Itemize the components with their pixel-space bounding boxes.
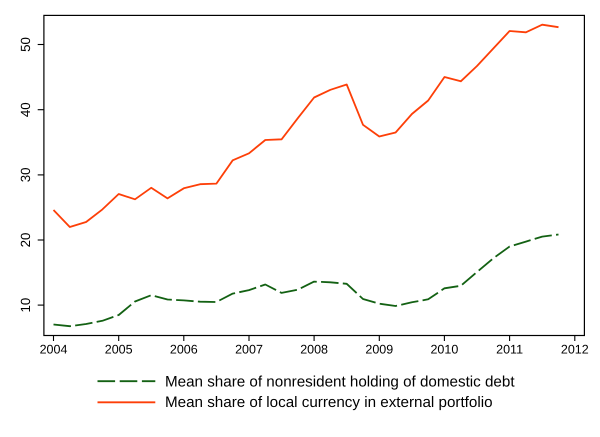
svg-text:2005: 2005: [105, 342, 133, 356]
svg-text:50: 50: [18, 37, 33, 52]
svg-text:2008: 2008: [300, 342, 328, 356]
svg-text:2010: 2010: [430, 342, 458, 356]
svg-text:2009: 2009: [365, 342, 393, 356]
svg-text:20: 20: [18, 233, 33, 248]
svg-text:2006: 2006: [170, 342, 198, 356]
svg-text:2004: 2004: [40, 342, 68, 356]
svg-text:2011: 2011: [496, 342, 523, 356]
svg-text:30: 30: [18, 168, 33, 183]
svg-text:10: 10: [18, 298, 33, 313]
svg-text:40: 40: [18, 102, 33, 117]
svg-text:2012: 2012: [561, 342, 589, 356]
svg-text:Mean share of local currency i: Mean share of local currency in external…: [165, 394, 493, 411]
svg-text:2007: 2007: [235, 342, 263, 356]
svg-text:Mean share of nonresident hold: Mean share of nonresident holding of dom…: [165, 373, 515, 390]
